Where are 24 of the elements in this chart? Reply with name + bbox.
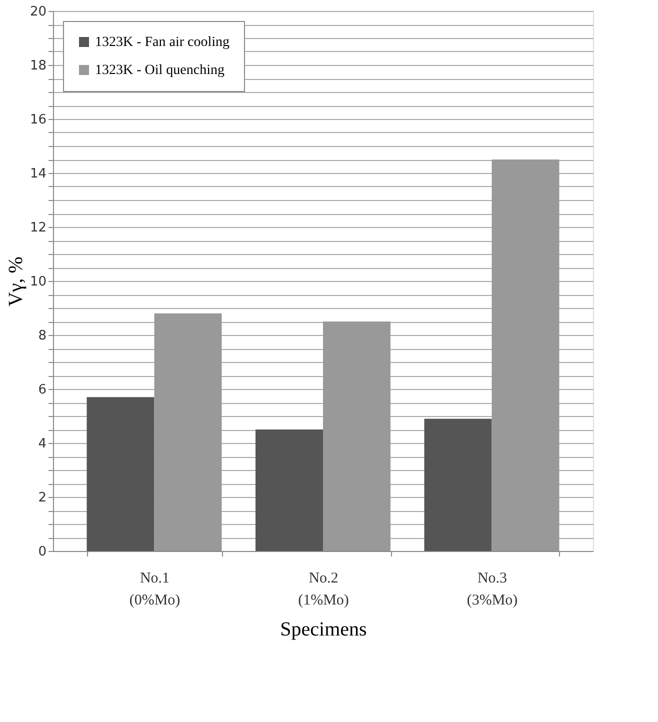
bar xyxy=(323,322,390,551)
y-tick-label: 18 xyxy=(30,58,46,74)
y-tick-label: 4 xyxy=(38,436,46,452)
bar xyxy=(492,160,560,551)
y-tick-label: 12 xyxy=(30,220,46,236)
x-tick-label: No.3 (3%Mo) xyxy=(466,570,518,608)
y-tick-label: 2 xyxy=(38,490,46,506)
bar xyxy=(154,313,222,551)
x-tick-label: No.1 (0%Mo) xyxy=(129,570,180,608)
y-tick-label: 20 xyxy=(30,4,46,20)
legend-label: 1323K - Oil quenching xyxy=(95,63,224,78)
legend-label: 1323K - Fan air cooling xyxy=(95,35,230,50)
x-tick-label: No.2 (1%Mo) xyxy=(298,570,349,608)
x-axis-title: Specimens xyxy=(280,618,368,640)
bar xyxy=(424,418,492,551)
bar xyxy=(256,430,323,551)
y-tick-label: 6 xyxy=(38,382,46,398)
bar xyxy=(86,397,154,551)
y-tick-label: 10 xyxy=(30,274,46,290)
y-tick-label: 16 xyxy=(30,112,46,128)
y-axis-title: Vγ, % xyxy=(4,256,27,306)
y-tick-label: 14 xyxy=(30,166,46,182)
y-tick-label: 0 xyxy=(38,544,46,560)
y-tick-label: 8 xyxy=(38,328,46,344)
